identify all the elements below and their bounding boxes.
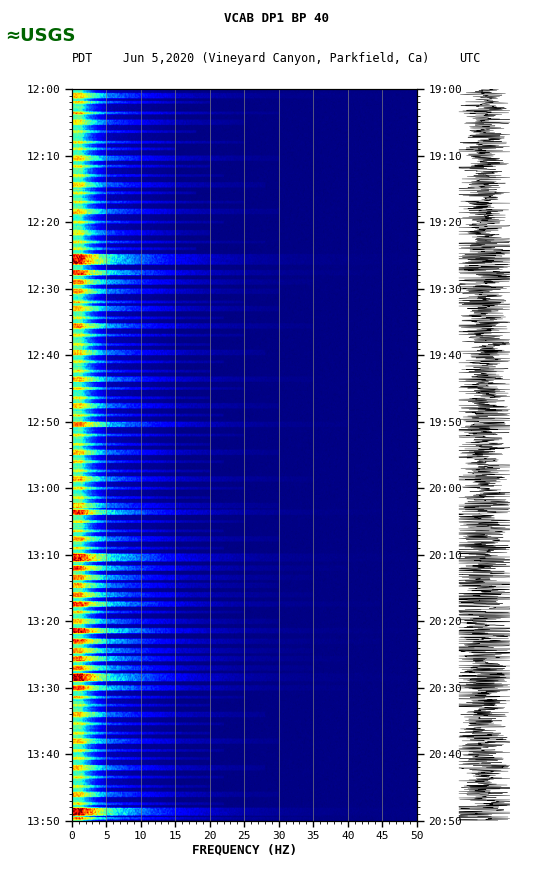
Text: PDT: PDT <box>72 52 93 65</box>
Text: ≈USGS: ≈USGS <box>6 27 76 45</box>
Text: Jun 5,2020 (Vineyard Canyon, Parkfield, Ca): Jun 5,2020 (Vineyard Canyon, Parkfield, … <box>123 52 429 65</box>
X-axis label: FREQUENCY (HZ): FREQUENCY (HZ) <box>192 844 297 857</box>
Text: VCAB DP1 BP 40: VCAB DP1 BP 40 <box>224 12 328 25</box>
Text: UTC: UTC <box>459 52 480 65</box>
